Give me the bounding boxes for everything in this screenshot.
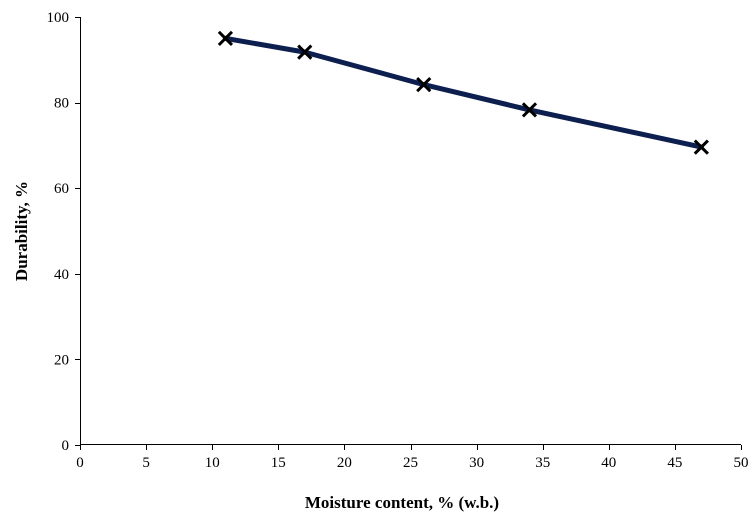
y-tick-label: 100 [47,10,70,26]
y-tick-label: 80 [54,96,69,112]
y-axis-ticks: 0 20 40 60 80 100 [47,10,80,454]
data-point-marker [416,77,432,93]
x-tick-label: 35 [535,455,550,471]
axes [80,17,741,445]
x-tick-label: 20 [337,455,352,471]
x-tick-label: 15 [271,455,286,471]
data-point-marker [521,102,538,118]
x-tick-label: 40 [601,455,616,471]
y-tick-label: 40 [54,267,69,283]
x-tick-label: 10 [205,455,220,471]
y-tick-label: 60 [54,181,69,197]
x-tick-label: 0 [76,455,84,471]
data-point-marker [693,139,709,155]
x-tick-label: 30 [469,455,484,471]
series-line [222,35,704,150]
data-point-marker [297,44,313,60]
y-axis-title: Durability, % [12,181,31,281]
x-tick-label: 25 [403,455,418,471]
series-group [217,30,709,155]
x-tick-label: 50 [734,455,748,471]
data-point-marker [217,30,234,47]
y-tick-label: 20 [54,352,69,368]
x-axis-title: Moisture content, % (w.b.) [305,493,499,512]
y-tick-label: 0 [62,438,70,454]
x-tick-label: 45 [667,455,682,471]
x-axis-ticks: 0 5 10 15 20 25 30 35 40 45 50 [76,445,748,471]
x-tick-label: 5 [142,455,150,471]
